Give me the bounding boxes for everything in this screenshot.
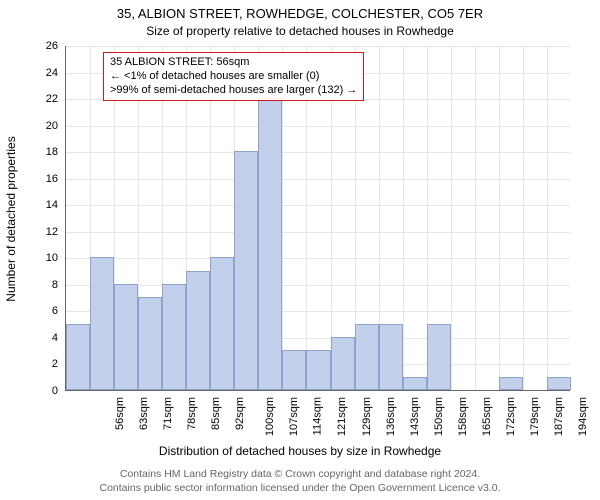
bar: [331, 337, 355, 390]
bar: [90, 257, 114, 390]
x-tick-label: 114sqm: [312, 397, 324, 435]
bar: [258, 98, 282, 390]
x-tick-label: 78sqm: [186, 397, 198, 430]
y-tick-label: 10: [0, 252, 58, 264]
x-tick-label: 187sqm: [553, 397, 565, 436]
x-tick-label: 85sqm: [210, 397, 222, 430]
x-tick-label: 150sqm: [433, 397, 445, 436]
y-tick-label: 16: [0, 173, 58, 185]
bar: [306, 350, 330, 390]
annotation-line-1: 35 ALBION STREET: 56sqm: [110, 56, 357, 70]
x-tick-label: 107sqm: [288, 397, 300, 436]
x-tick-label: 194sqm: [577, 397, 589, 436]
y-tick-label: 0: [0, 385, 58, 397]
bar: [162, 284, 186, 390]
bar: [282, 350, 306, 390]
y-tick-label: 12: [0, 226, 58, 238]
annotation-line-3: >99% of semi-detached houses are larger …: [110, 84, 357, 98]
bar: [379, 324, 403, 390]
x-tick-label: 179sqm: [529, 397, 541, 436]
x-tick-label: 56sqm: [114, 397, 126, 430]
y-tick-label: 22: [0, 93, 58, 105]
y-tick-label: 4: [0, 332, 58, 344]
x-axis-label: Distribution of detached houses by size …: [0, 444, 600, 458]
x-tick-label: 121sqm: [337, 397, 349, 436]
bar: [66, 324, 90, 390]
y-tick-label: 2: [0, 358, 58, 370]
annotation-box: 35 ALBION STREET: 56sqm ← <1% of detache…: [103, 52, 364, 101]
y-tick-label: 26: [0, 40, 58, 52]
y-tick-label: 14: [0, 199, 58, 211]
bar: [499, 377, 523, 390]
bar: [355, 324, 379, 390]
x-tick-label: 71sqm: [162, 397, 174, 430]
y-tick-label: 8: [0, 279, 58, 291]
x-tick-label: 136sqm: [385, 397, 397, 436]
x-tick-label: 129sqm: [361, 397, 373, 436]
title-line-2: Size of property relative to detached ho…: [0, 24, 600, 38]
x-tick-label: 143sqm: [409, 397, 421, 436]
x-tick-label: 92sqm: [234, 397, 246, 430]
y-tick-label: 18: [0, 146, 58, 158]
bar: [210, 257, 234, 390]
credit-line-2: Contains public sector information licen…: [0, 482, 600, 494]
title-line-1: 35, ALBION STREET, ROWHEDGE, COLCHESTER,…: [0, 6, 600, 21]
bar: [234, 151, 258, 390]
x-tick-label: 158sqm: [457, 397, 469, 436]
bar: [186, 271, 210, 390]
x-tick-label: 172sqm: [505, 397, 517, 436]
bar: [427, 324, 451, 390]
credit-line-1: Contains HM Land Registry data © Crown c…: [0, 468, 600, 480]
bar: [547, 377, 571, 390]
bar: [138, 297, 162, 390]
x-tick-label: 63sqm: [138, 397, 150, 430]
bar: [114, 284, 138, 390]
y-axis-label: Number of detached properties: [4, 136, 18, 301]
y-tick-label: 24: [0, 67, 58, 79]
bar: [403, 377, 427, 390]
x-tick-label: 165sqm: [481, 397, 493, 436]
x-tick-label: 100sqm: [264, 397, 276, 436]
y-tick-label: 20: [0, 120, 58, 132]
y-tick-label: 6: [0, 305, 58, 317]
annotation-line-2: ← <1% of detached houses are smaller (0): [110, 70, 357, 84]
